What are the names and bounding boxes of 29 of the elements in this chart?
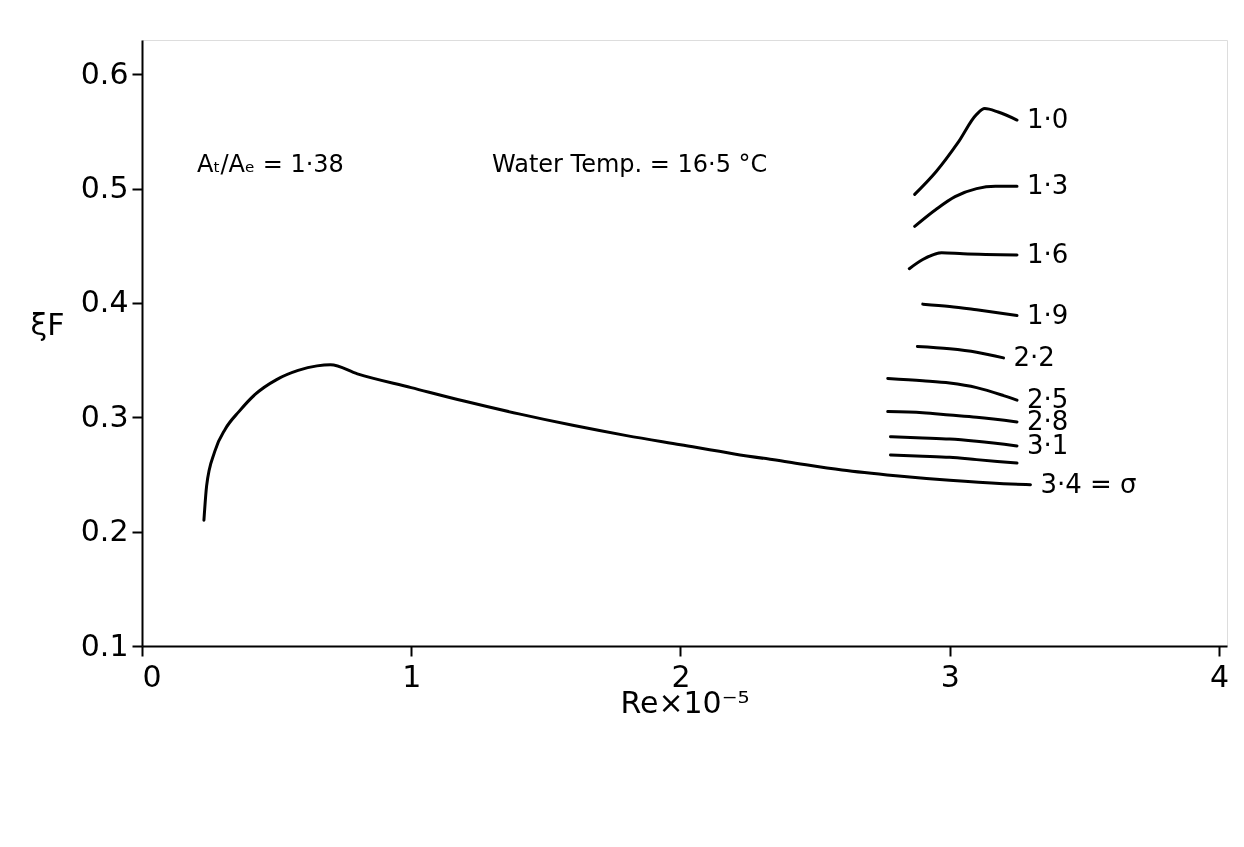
line-series xyxy=(921,302,1019,318)
series-label: 1·9 xyxy=(1027,299,1069,330)
y-tick-label: 0.1 xyxy=(80,627,129,663)
annotation: Aₜ/Aₑ = 1·38 xyxy=(197,150,344,178)
series-label: 1·3 xyxy=(1027,170,1069,201)
y-tick-label: 0.5 xyxy=(80,170,129,206)
y-tick-label: 0.4 xyxy=(80,284,129,320)
annotation: Water Temp. = 16·5 °C xyxy=(492,150,768,178)
line-series xyxy=(886,410,1019,424)
series-label: 3·4 = σ xyxy=(1040,468,1137,499)
line-series xyxy=(913,107,1019,196)
y-tick-label: 0.3 xyxy=(80,398,129,434)
line-series xyxy=(915,344,1006,360)
x-tick-label: 3 xyxy=(940,658,960,694)
y-tick-label: 0.6 xyxy=(80,55,129,91)
series-label: 2·2 xyxy=(1013,341,1055,372)
line-series xyxy=(907,251,1019,271)
x-tick-label: 1 xyxy=(402,658,422,694)
line-series xyxy=(913,184,1019,228)
series-label: 1·6 xyxy=(1027,238,1069,269)
series-label: 3·1 xyxy=(1027,429,1069,460)
series-label: 1·0 xyxy=(1027,104,1069,135)
line-series xyxy=(886,376,1019,402)
line-series xyxy=(888,435,1019,448)
y-axis-title: ξF xyxy=(30,306,65,342)
x-tick-label: 4 xyxy=(1209,658,1229,694)
line-series xyxy=(888,453,1019,465)
x-tick-label: 0 xyxy=(142,658,162,694)
y-tick-label: 0.2 xyxy=(80,513,129,549)
